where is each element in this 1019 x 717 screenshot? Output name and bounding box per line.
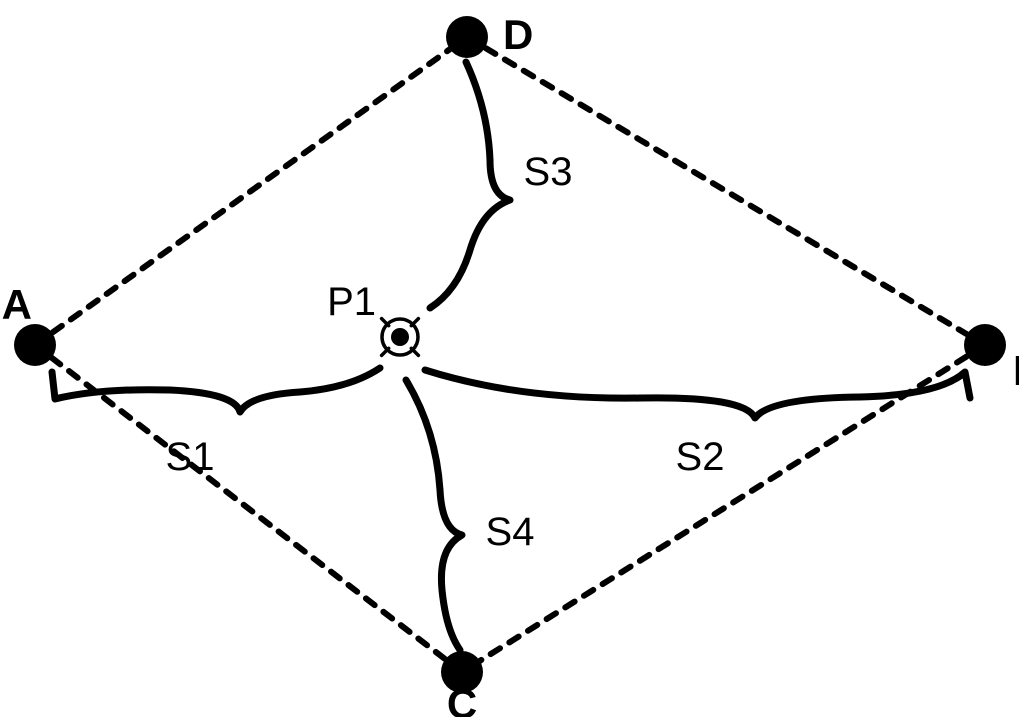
label-S2: S2 xyxy=(676,435,725,479)
center-tick xyxy=(382,319,389,326)
node-label-D: D xyxy=(503,11,533,58)
center-label: P1 xyxy=(327,280,376,324)
label-S1: S1 xyxy=(166,435,215,479)
brace-S1 xyxy=(52,368,380,412)
node-label-B: B xyxy=(1013,347,1019,394)
center-tick xyxy=(382,348,389,355)
brace-S2 xyxy=(425,370,970,418)
node-D xyxy=(446,16,488,58)
center-tick xyxy=(411,319,418,326)
brace-S3 xyxy=(430,62,510,308)
node-A xyxy=(14,324,56,366)
node-label-A: A xyxy=(2,281,32,328)
center-tick xyxy=(411,348,418,355)
brace-S4 xyxy=(406,380,462,650)
edge-AD xyxy=(35,37,467,345)
node-B xyxy=(964,324,1006,366)
label-S4: S4 xyxy=(486,510,535,554)
label-S3: S3 xyxy=(524,150,573,194)
center-dot xyxy=(391,328,409,346)
node-label-C: C xyxy=(447,680,477,717)
